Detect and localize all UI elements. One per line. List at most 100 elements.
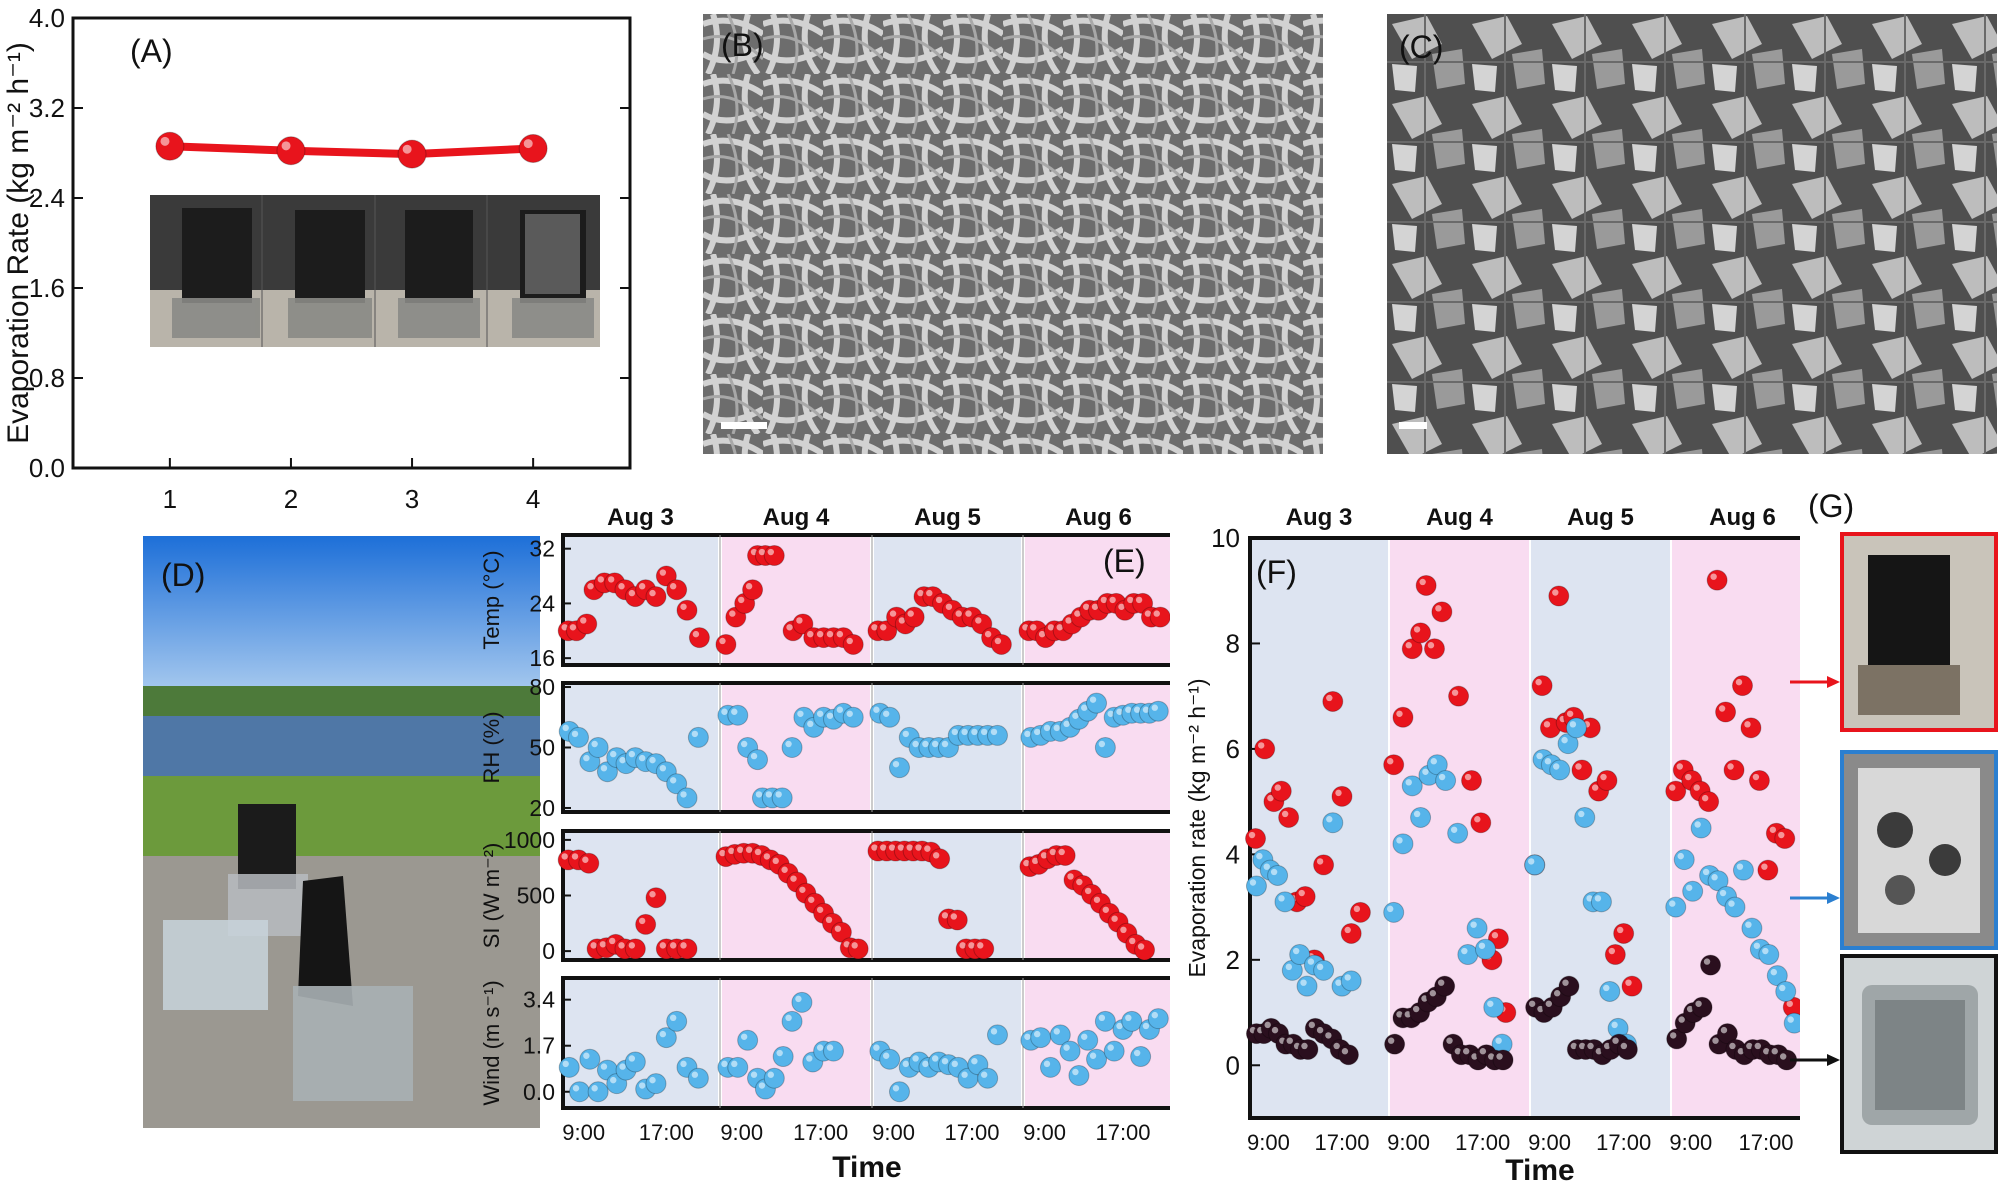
data-point <box>791 991 813 1013</box>
data-point <box>635 913 657 935</box>
data-point <box>763 1067 785 1089</box>
data-point <box>687 1067 709 1089</box>
chart-a-axes: 0.00.81.62.43.24.01234DayEvaporation Rat… <box>2 3 632 540</box>
chart-panel-a: (A) 0.00.81.62.43.24.01234DayEvaporation… <box>2 3 632 540</box>
day-band <box>1531 538 1670 1118</box>
x-tick-label: 3 <box>405 484 419 514</box>
data-point <box>1616 1038 1638 1060</box>
data-point <box>986 724 1008 746</box>
date-label: Aug 3 <box>607 504 674 531</box>
data-point <box>1267 864 1289 886</box>
date-label: Aug 4 <box>1426 504 1493 531</box>
data-point <box>842 633 864 655</box>
subplot-frame <box>561 533 1170 667</box>
y-axis-label: SI (W m⁻²) <box>479 843 504 949</box>
y-tick-label: 2 <box>1226 945 1240 975</box>
arrow-red <box>1790 676 1840 688</box>
x-tick-label: 17:00 <box>1095 1120 1150 1145</box>
data-point <box>879 1048 901 1070</box>
x-tick-label: 9:00 <box>720 1120 763 1145</box>
y-tick-label: 0.0 <box>29 453 65 483</box>
data-point <box>1447 822 1469 844</box>
series-0 <box>1245 569 1800 1024</box>
data-point <box>1491 1033 1513 1055</box>
subplot-3: 0.0 1.7 3.4 Wind (m s⁻¹) <box>479 976 1170 1110</box>
y-tick-label: 0.8 <box>29 363 65 393</box>
data-point <box>1337 1044 1359 1066</box>
data-point <box>676 787 698 809</box>
x-tick-label: 9:00 <box>1528 1130 1571 1155</box>
data-point <box>763 545 785 567</box>
data-point <box>578 852 600 874</box>
data-point <box>1724 896 1746 918</box>
data-point <box>1531 675 1553 697</box>
data-point <box>1604 944 1626 966</box>
panel-label-c: (C) <box>1399 29 1443 65</box>
data-point <box>1707 870 1729 892</box>
x-tick-label: 17:00 <box>1314 1130 1369 1155</box>
data-point <box>727 704 749 726</box>
series-line <box>169 142 534 159</box>
data-point <box>1068 1065 1090 1086</box>
panel-label-d: (D) <box>161 557 205 593</box>
data-point <box>1410 806 1432 828</box>
data-point <box>587 1081 609 1103</box>
data-point <box>1383 754 1405 776</box>
photo-inset-a <box>150 195 600 347</box>
data-point <box>1039 1056 1061 1078</box>
data-point <box>1596 770 1618 792</box>
data-point <box>1383 901 1405 923</box>
x-axis-label: Time <box>832 1151 901 1184</box>
data-point <box>781 1010 803 1032</box>
data-point <box>558 1056 580 1078</box>
data-point <box>397 139 427 169</box>
data-point <box>1431 601 1453 623</box>
y-tick-label: 6 <box>1226 734 1240 764</box>
data-point <box>1426 754 1448 776</box>
data-point <box>1245 828 1267 850</box>
subplot-0: 16 24 32 Temp (°C) <box>479 533 1170 671</box>
y-axis-label: Wind (m s⁻¹) <box>479 980 504 1105</box>
data-point <box>1331 785 1353 807</box>
data-point <box>1732 675 1753 697</box>
data-point <box>1278 806 1300 828</box>
sem-salt-crystals-image: (C) <box>1387 14 1997 454</box>
data-point <box>1470 812 1492 834</box>
data-point <box>742 579 764 601</box>
y-tick-label: 0 <box>542 938 555 964</box>
data-point <box>1758 944 1780 966</box>
data-point <box>1474 938 1496 960</box>
x-tick-label: 17:00 <box>639 1120 694 1145</box>
data-point <box>1147 700 1169 722</box>
data-point <box>1766 965 1788 987</box>
data-point <box>1289 944 1311 966</box>
y-axis-label: Evaporation rate (kg m⁻² h⁻¹) <box>1184 678 1210 977</box>
data-point <box>688 627 710 649</box>
y-tick-label: 1.7 <box>523 1033 555 1059</box>
data-point <box>1715 701 1737 723</box>
data-point <box>1574 806 1596 828</box>
data-point <box>1461 770 1483 792</box>
data-point <box>596 761 618 783</box>
data-point <box>645 586 667 608</box>
data-point <box>676 938 698 960</box>
data-point <box>1673 849 1695 871</box>
data-point <box>1565 717 1587 739</box>
data-point <box>1682 880 1704 902</box>
data-point <box>946 909 968 931</box>
data-point <box>1134 939 1156 961</box>
y-tick-label: 3.2 <box>29 93 65 123</box>
data-point <box>888 757 910 779</box>
y-tick-label: 1.6 <box>29 273 65 303</box>
data-point <box>645 1073 667 1095</box>
series-2 <box>1245 954 1798 1071</box>
data-point <box>1665 896 1687 918</box>
y-tick-label: 16 <box>529 645 555 671</box>
series-1 <box>1245 717 1800 1055</box>
chart-e: Aug 3 Aug 4 Aug 5 Aug 6 16 24 32 Temp (°C) 20 50 8… <box>479 504 1170 1184</box>
data-point <box>1030 1027 1052 1049</box>
data-point <box>727 1056 749 1078</box>
data-point <box>276 136 306 166</box>
data-point <box>1340 922 1362 944</box>
